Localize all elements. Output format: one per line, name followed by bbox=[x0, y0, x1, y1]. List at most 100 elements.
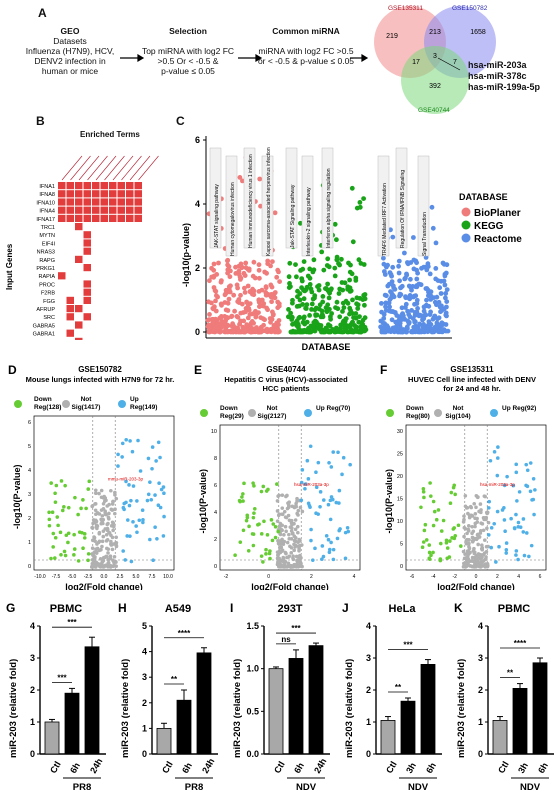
enrichment-point bbox=[441, 278, 447, 284]
term-label-line bbox=[87, 155, 108, 181]
volcano-point-ns bbox=[283, 515, 288, 519]
enrichment-point bbox=[359, 320, 365, 326]
enrichment-point bbox=[421, 316, 427, 321]
enrichment-point bbox=[301, 296, 307, 302]
volcano-point-ns bbox=[467, 544, 471, 549]
volcano-point-up bbox=[329, 495, 334, 499]
bar-ylabel: miR-203 (relative fold) bbox=[232, 659, 243, 758]
volcano-point-ns bbox=[288, 544, 292, 549]
enrichment-point bbox=[313, 312, 318, 317]
volcano-point-up bbox=[514, 549, 519, 553]
ytick-label: 2 bbox=[478, 685, 483, 695]
legend-ns-count: Sig(1417) bbox=[72, 404, 101, 411]
volcano-ylabel: -log10(P-value) bbox=[198, 469, 208, 534]
ytick-label: 4 bbox=[195, 199, 200, 209]
volcano-point-up bbox=[124, 437, 128, 442]
enrichment-point bbox=[386, 281, 392, 287]
enrichment-point bbox=[406, 321, 412, 326]
enrichment-point bbox=[206, 328, 212, 334]
enrichment-point bbox=[429, 204, 435, 210]
heatmap-cell bbox=[100, 182, 108, 190]
enrichment-point bbox=[219, 302, 224, 308]
heatmap-cell bbox=[109, 214, 117, 222]
panel-c-ylabel: -log10(p-value) bbox=[181, 223, 191, 287]
volcano-point-up bbox=[128, 534, 132, 538]
volcano-point-down bbox=[429, 553, 433, 558]
enrichment-point bbox=[406, 283, 412, 289]
volcano-point-up bbox=[305, 458, 310, 463]
legend-down: Down bbox=[406, 405, 424, 412]
ytick-label: 2 bbox=[195, 263, 200, 273]
venn-circle-gse40744 bbox=[401, 46, 469, 114]
volcano-point-ns bbox=[276, 560, 281, 564]
enrichment-point bbox=[432, 313, 438, 319]
term-label-line bbox=[61, 155, 83, 181]
enrichment-point bbox=[244, 322, 250, 328]
legend-down-marker bbox=[14, 400, 22, 408]
enrichment-point bbox=[340, 309, 345, 314]
enrichment-point bbox=[396, 270, 402, 276]
enrichment-point bbox=[379, 329, 385, 335]
volcano-point-ns bbox=[298, 505, 303, 510]
enrichment-point bbox=[270, 259, 275, 264]
volcano-point-up bbox=[146, 492, 151, 497]
enrichment-point bbox=[424, 264, 430, 269]
volcano-point-up bbox=[528, 489, 533, 494]
volcano-point-ns bbox=[109, 488, 113, 493]
volcano-point-ns bbox=[103, 563, 108, 568]
volcano-point-up bbox=[521, 530, 526, 534]
ytick-label: 2 bbox=[28, 516, 31, 522]
legend-up: Up Reg(92) bbox=[502, 405, 536, 412]
highlight-mirna: mmu-miR-203-3p bbox=[108, 477, 144, 482]
volcano-point-up bbox=[326, 502, 331, 507]
volcano-point-down bbox=[427, 556, 432, 561]
volcano-point-down bbox=[438, 557, 443, 561]
enrichment-point bbox=[379, 301, 384, 306]
enrichment-point bbox=[297, 297, 303, 303]
volcano-point-down bbox=[64, 533, 69, 538]
volcano-point-ns bbox=[90, 504, 94, 509]
volcano-point-up bbox=[121, 505, 126, 510]
legend-ns: Not bbox=[267, 405, 279, 412]
heatmap-cell bbox=[66, 329, 74, 337]
venn-count: 3 bbox=[433, 53, 437, 60]
enrichment-point bbox=[383, 304, 388, 310]
volcano-point-up bbox=[494, 560, 498, 564]
volcano-point-ns bbox=[473, 512, 478, 516]
volcano-point-up bbox=[311, 558, 315, 562]
bar-category: 3h bbox=[516, 761, 530, 775]
volcano-point-ns bbox=[462, 514, 466, 518]
enrichment-point bbox=[396, 258, 402, 264]
enrichment-point bbox=[296, 323, 301, 329]
enrichment-point bbox=[209, 274, 215, 280]
enrichment-point bbox=[397, 278, 402, 284]
volcano-point-down bbox=[257, 522, 261, 526]
enrichment-point bbox=[294, 274, 299, 280]
volcano-point-ns bbox=[114, 540, 119, 545]
enrichment-point bbox=[409, 328, 415, 334]
col1-head: GEO bbox=[60, 26, 80, 36]
volcano-point-up bbox=[497, 544, 501, 549]
enrichment-point bbox=[398, 285, 403, 291]
enrichment-point bbox=[347, 277, 352, 283]
legend-up-count: Reg(149) bbox=[130, 404, 157, 411]
volcano-point-ns bbox=[93, 508, 98, 513]
volcano-point-ns bbox=[281, 555, 286, 560]
volcano-point-ns bbox=[482, 538, 487, 542]
volcano-point-down bbox=[441, 518, 446, 523]
volcano-point-up bbox=[137, 518, 142, 523]
ytick-label: 0 bbox=[142, 749, 147, 759]
volcano-point-down bbox=[432, 509, 437, 514]
enrichment-point bbox=[348, 262, 353, 268]
volcano-point-ns bbox=[466, 560, 470, 565]
enrichment-point bbox=[437, 285, 443, 291]
enrichment-point bbox=[210, 306, 216, 311]
volcano-point-up bbox=[505, 474, 509, 479]
enrichment-point bbox=[350, 297, 355, 303]
volcano-point-ns bbox=[100, 514, 105, 518]
legend-up-marker bbox=[304, 409, 312, 417]
ytick-label: 1 bbox=[366, 717, 371, 727]
significance-label: ns bbox=[281, 635, 291, 644]
enrichment-point bbox=[207, 278, 212, 284]
volcano-point-up bbox=[489, 526, 494, 530]
